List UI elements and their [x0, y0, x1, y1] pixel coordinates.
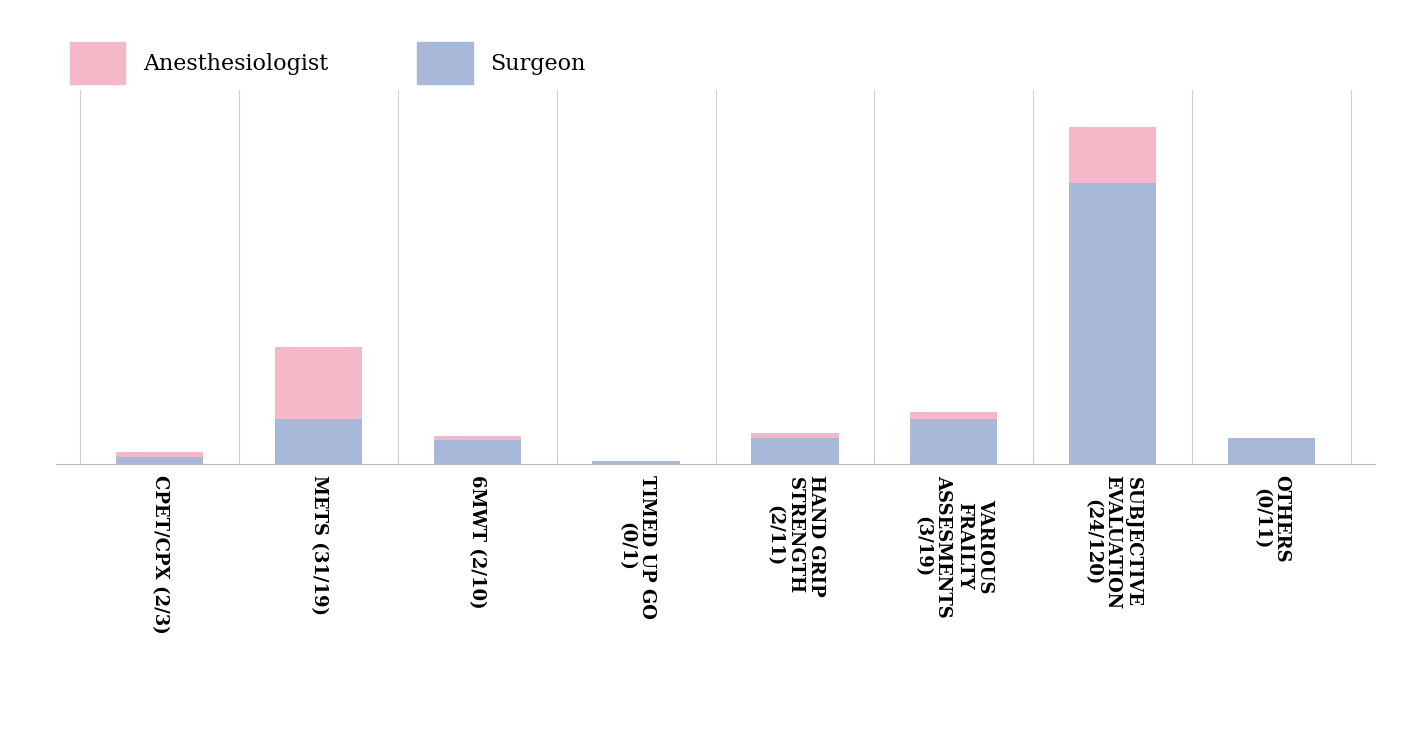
Legend: Anesthesiologist, Surgeon: Anesthesiologist, Surgeon: [60, 34, 595, 93]
Bar: [592, 462, 680, 464]
Bar: [751, 438, 839, 464]
Bar: [434, 441, 521, 464]
Bar: [1228, 438, 1315, 464]
Bar: [911, 420, 998, 464]
Bar: [275, 420, 362, 464]
Bar: [911, 412, 998, 420]
Bar: [116, 457, 203, 464]
Bar: [275, 347, 362, 420]
Bar: [751, 433, 839, 438]
Bar: [434, 435, 521, 441]
Bar: [1069, 127, 1156, 183]
Bar: [116, 452, 203, 457]
Bar: [1069, 183, 1156, 464]
